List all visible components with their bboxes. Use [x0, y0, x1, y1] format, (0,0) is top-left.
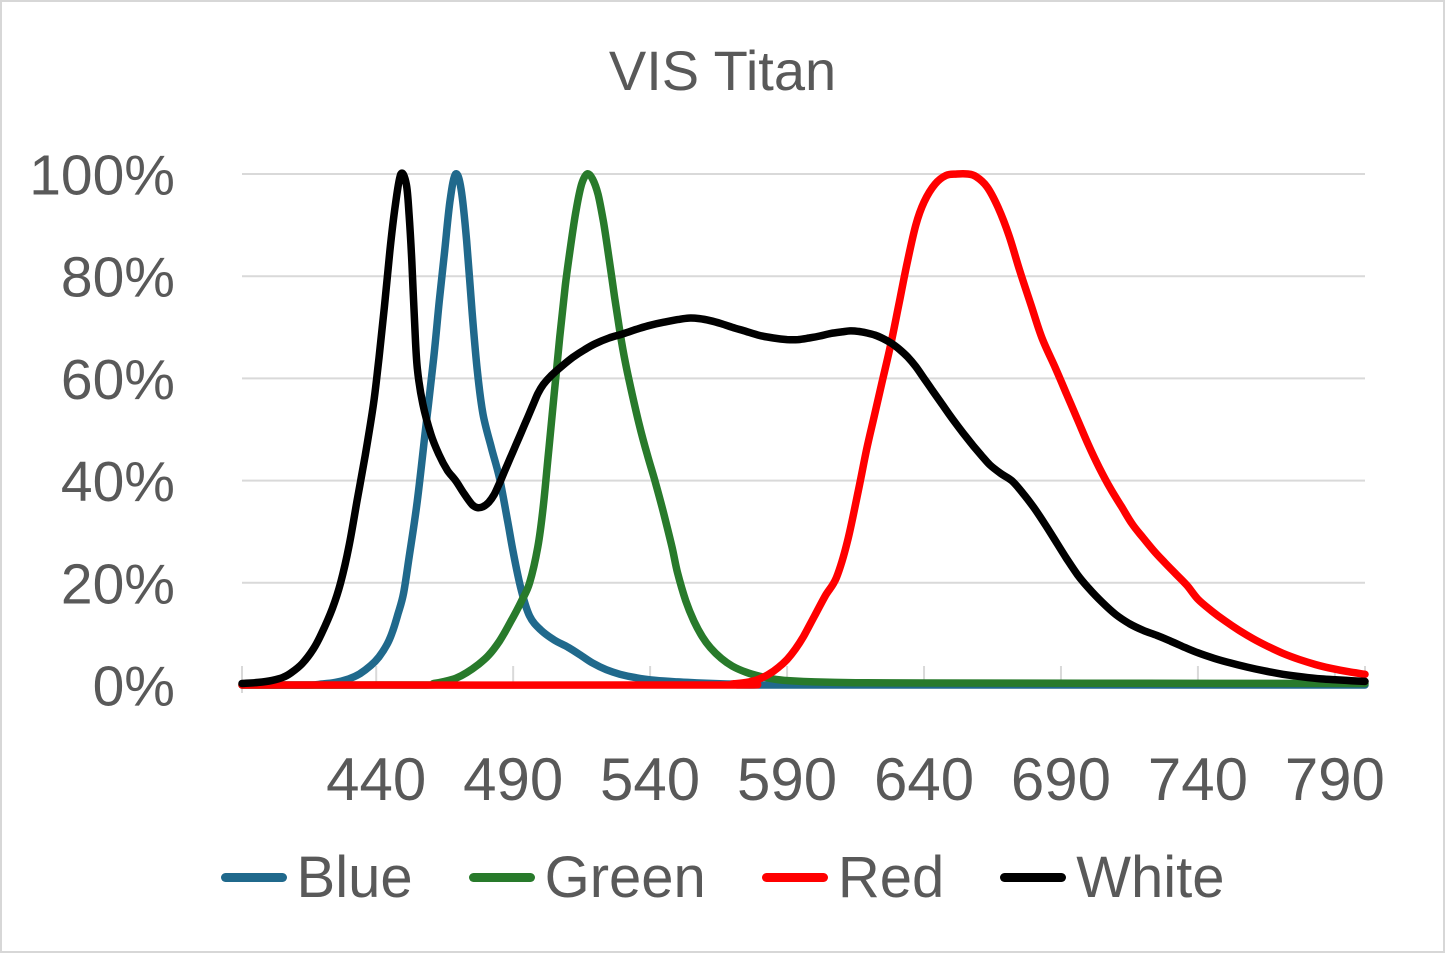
legend-item-green: Green [468, 845, 706, 910]
y-axis-label-0%: 0% [93, 655, 175, 719]
legend-item-blue: Blue [220, 845, 413, 910]
y-axis-label-40%: 40% [61, 450, 175, 514]
series-line-white [238, 169, 1369, 688]
y-axis-label-100%: 100% [29, 144, 175, 208]
chart-title: VIS Titan [608, 39, 837, 102]
legend-label-white: White [1076, 845, 1225, 910]
x-axis-label-740: 740 [1148, 746, 1248, 813]
legend-label-red: Red [837, 845, 945, 910]
legend-swatch-red [761, 873, 828, 883]
x-axis-label-640: 640 [874, 746, 974, 813]
x-axis-label-590: 590 [737, 746, 837, 813]
legend-swatch-white [1000, 873, 1067, 883]
y-axis-label-20%: 20% [61, 552, 175, 616]
legend-label-blue: Blue [296, 845, 413, 910]
legend-label-green: Green [544, 845, 706, 910]
legend-item-red: Red [761, 845, 945, 910]
x-axis-label-790: 790 [1285, 746, 1385, 813]
y-axis-label-60%: 60% [61, 348, 175, 412]
x-axis-label-540: 540 [600, 746, 700, 813]
legend-swatch-green [468, 873, 535, 883]
y-axis-label-80%: 80% [61, 246, 175, 310]
x-axis-label-490: 490 [463, 746, 563, 813]
series-line-red [238, 169, 1369, 689]
legend-item-white: White [1000, 846, 1224, 910]
legend: Blue Green Red White [2, 846, 1443, 910]
legend-swatch-blue [220, 873, 287, 883]
series-line-blue [238, 169, 1369, 689]
x-axis-label-440: 440 [326, 746, 426, 813]
x-axis-label-690: 690 [1011, 746, 1111, 813]
